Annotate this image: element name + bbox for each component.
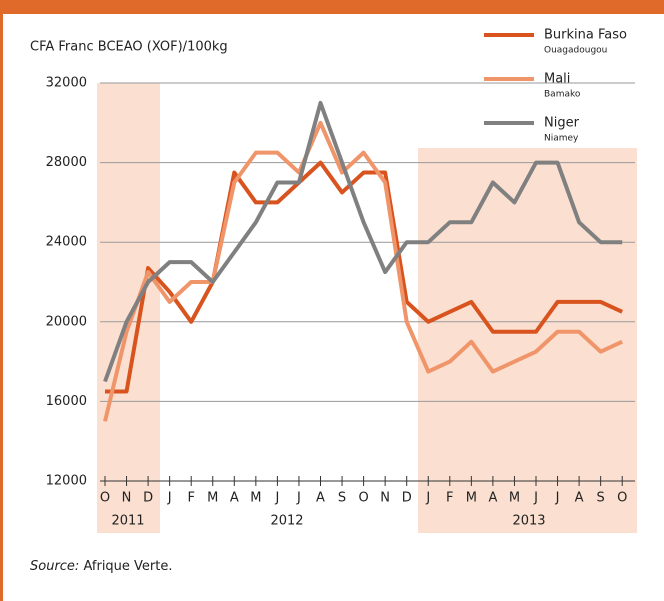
x-tick-label: A	[575, 491, 584, 506]
chart-subtitle: CFA Franc BCEAO (XOF)/100kg	[30, 40, 228, 55]
x-tick-label: J	[555, 491, 560, 506]
x-tick-label: A	[488, 491, 497, 506]
shade-2011	[97, 83, 160, 533]
year-label: 2011	[111, 514, 144, 529]
legend-label: Mali	[544, 72, 570, 87]
legend-label: Niger	[544, 116, 580, 131]
x-tick-label: M	[250, 491, 261, 506]
x-tick-label: D	[402, 491, 412, 506]
x-tick-label: F	[187, 491, 194, 506]
y-tick-label: 12000	[46, 474, 87, 489]
legend-sublabel: Ouagadougou	[544, 46, 607, 56]
x-tick-label: N	[122, 491, 132, 506]
x-tick-label: S	[338, 491, 346, 506]
x-tick-label: S	[597, 491, 605, 506]
x-tick-label: M	[466, 491, 477, 506]
left-border	[0, 14, 3, 601]
x-tick-label: J	[425, 491, 430, 506]
source-label: Source: Afrique Verte.	[30, 559, 173, 574]
y-tick-label: 32000	[46, 76, 87, 91]
x-tick-label: F	[446, 491, 453, 506]
x-tick-label: J	[533, 491, 538, 506]
x-tick-label: O	[100, 491, 110, 506]
x-tick-label: A	[316, 491, 325, 506]
legend-sublabel: Bamako	[544, 90, 581, 100]
year-label: 2012	[270, 514, 303, 529]
x-tick-label: A	[230, 491, 239, 506]
x-tick-label: M	[207, 491, 218, 506]
y-tick-label: 24000	[46, 235, 87, 250]
series-line	[103, 120, 624, 422]
x-tick-label: D	[143, 491, 153, 506]
y-tick-label: 16000	[46, 394, 87, 409]
y-tick-label: 28000	[46, 155, 87, 170]
top-bar	[0, 0, 664, 14]
x-tick-label: J	[296, 491, 301, 506]
year-label: 2013	[512, 514, 545, 529]
x-tick-label: J	[274, 491, 279, 506]
shade-2013	[418, 148, 637, 533]
x-tick-label: M	[509, 491, 520, 506]
series-line	[103, 100, 623, 383]
x-tick-label: J	[167, 491, 172, 506]
x-tick-label: O	[617, 491, 627, 506]
legend-label: Burkina Faso	[544, 28, 627, 43]
source-label-text: Source:	[30, 559, 79, 574]
legend-sublabel: Niamey	[544, 134, 579, 144]
series-line	[105, 160, 624, 394]
x-tick-label: O	[358, 491, 368, 506]
x-tick-label: N	[380, 491, 390, 506]
y-tick-label: 20000	[46, 314, 87, 329]
source-text: Afrique Verte.	[83, 559, 172, 574]
